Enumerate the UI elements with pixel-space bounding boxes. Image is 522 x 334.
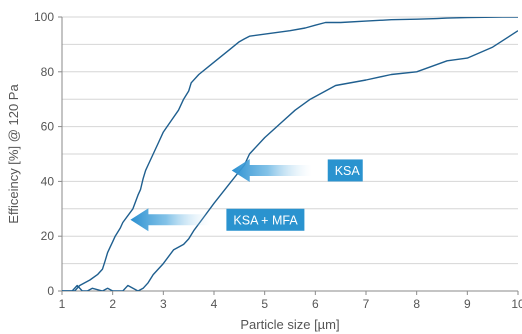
x-tick-label: 7 — [363, 297, 370, 311]
callout-label-ksa: KSA — [335, 164, 361, 178]
y-tick-label: 100 — [34, 10, 54, 24]
y-axis-title: Efficeincy [%] @ 120 Pa — [6, 84, 21, 224]
x-tick-label: 4 — [211, 297, 218, 311]
x-tick-label: 2 — [109, 297, 116, 311]
grid — [62, 16, 518, 292]
y-tick-label: 80 — [41, 65, 55, 79]
x-axis-title: Particle size [µm] — [240, 317, 339, 332]
x-tick-label: 1 — [59, 297, 66, 311]
y-tick-label: 20 — [41, 229, 55, 243]
callout-box-ksa-mfa — [226, 208, 305, 231]
x-tick-label: 5 — [261, 297, 268, 311]
y-tick-label: 40 — [41, 174, 55, 188]
x-tick-label: 6 — [312, 297, 319, 311]
x-tick-label: 3 — [160, 297, 167, 311]
x-tick-label: 8 — [413, 297, 420, 311]
annotations: KSA KSA + MFA — [130, 158, 363, 232]
x-tick-label: 9 — [464, 297, 471, 311]
callout-label-ksa-mfa: KSA + MFA — [233, 213, 298, 227]
callout-arrow-ksa — [231, 158, 312, 182]
series-lines — [62, 17, 518, 291]
x-tick-label: 10 — [511, 297, 522, 311]
callout-box-ksa — [327, 159, 363, 182]
y-tick-label: 0 — [47, 284, 54, 298]
series-line-ksa — [62, 30, 518, 291]
callout-arrow-ksa-mfa — [130, 208, 211, 232]
y-tick-label: 60 — [41, 120, 55, 134]
series-line-ksa-mfa — [62, 17, 518, 291]
